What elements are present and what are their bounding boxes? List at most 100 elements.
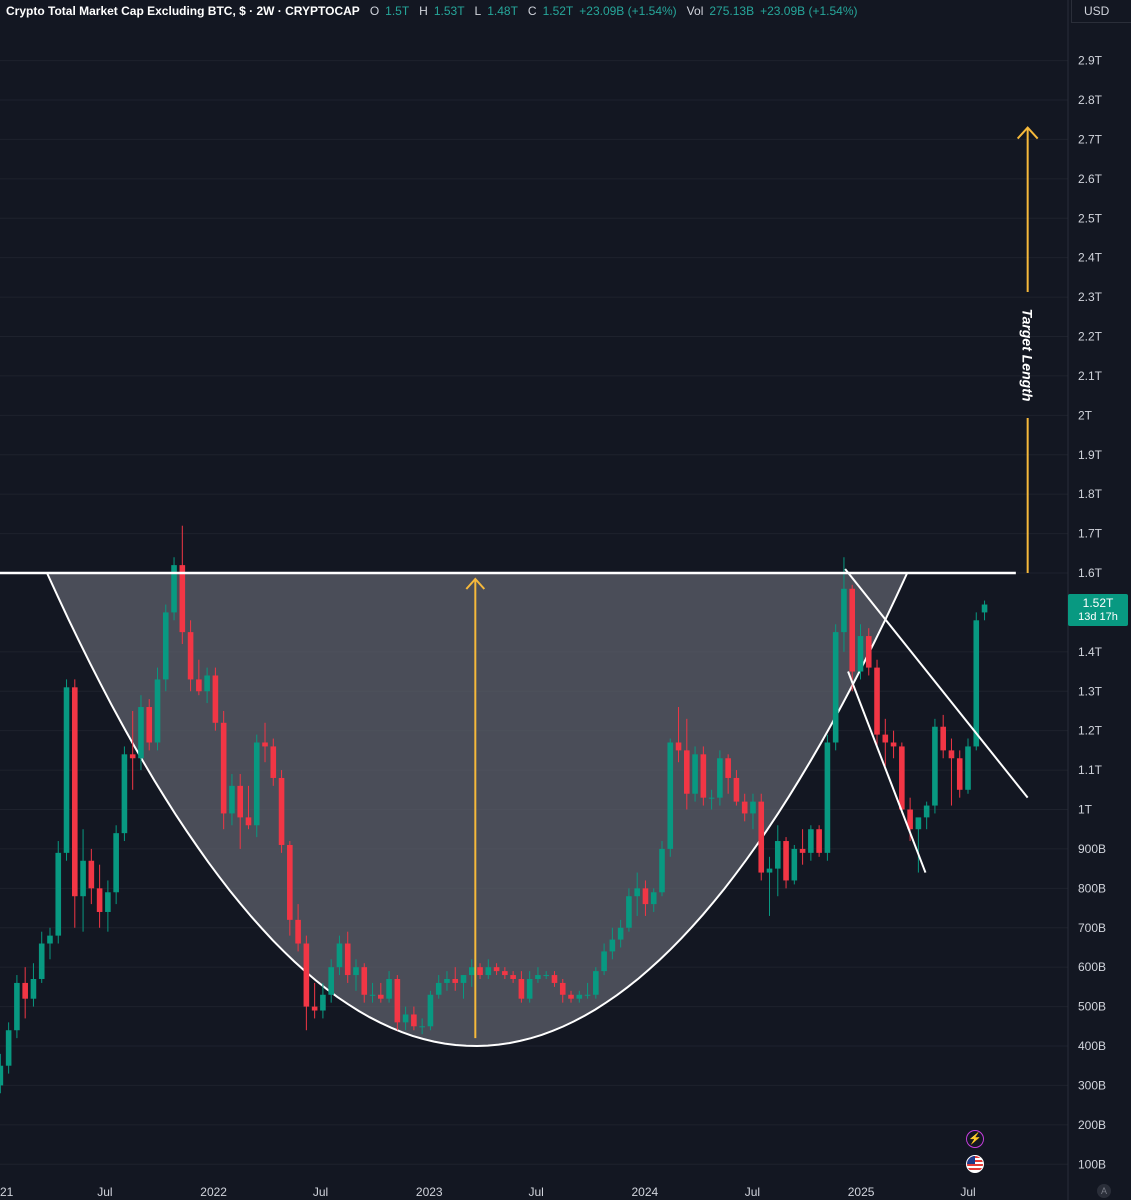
candle-body [493,967,500,972]
candle-body [543,975,550,977]
y-tick-label: 1.2T [1078,724,1103,738]
low-label: L [474,4,482,18]
candle-down [874,659,880,747]
candle-down [700,746,707,806]
candle-down [344,931,351,983]
candle-down [96,864,103,928]
us-flag-icon[interactable] [966,1155,984,1173]
candle-body [940,726,946,751]
candle-up [336,935,343,976]
candle-up [38,931,45,983]
candle-down [940,714,946,759]
x-axis[interactable]: 21 Jul 2022 Jul 2023 Jul 2024 Jul 2025 Jul [0,1185,976,1199]
close-label: C [527,4,537,18]
candle-down [849,584,856,692]
candle-down [733,770,740,806]
candle-body [394,978,401,1023]
y-tick-label: 1.8T [1078,487,1103,501]
candle-down [882,718,889,767]
symbol-legend[interactable]: Crypto Total Market Cap Excluding BTC, $… [6,2,857,20]
candle-down [411,1006,417,1031]
candle-down [865,628,872,676]
candle-body [0,1065,4,1086]
candle-body [526,978,533,999]
candle-up [791,844,798,885]
candle-body [717,758,723,798]
candle-body [915,817,922,830]
low-value: 1.48T [487,4,518,18]
candle-body [774,841,781,869]
x-tick-label: 2025 [848,1185,875,1199]
y-tick-label: 600B [1078,960,1106,974]
candle-body [832,632,839,743]
candle-down [799,829,806,865]
candle-body [55,852,62,936]
candle-up [253,734,260,838]
candle-body [63,687,70,853]
candle-body [551,975,558,983]
candle-body [187,632,194,680]
candle-down [22,967,28,1019]
candle-body [667,742,674,849]
tradingview-logo-icon[interactable]: A [1097,1184,1111,1198]
candle-body [287,844,293,920]
candle-up [121,746,128,842]
candle-body [47,935,53,944]
candle-up [63,679,70,861]
candle-body [750,801,756,814]
candle-down [783,837,789,889]
candle-body [965,746,971,790]
y-axis[interactable]: 100B 200B 300B 400B 500B 600B 700B 800B 900B 1T 1.… [1067,0,1106,1200]
y-tick-label: 2T [1078,408,1093,422]
candle-body [502,971,508,976]
candle-body [849,588,856,672]
x-tick-label: Jul [745,1185,760,1199]
candle-up [80,829,86,932]
candle-up [617,919,624,948]
candle-up [981,600,988,621]
candle-down [378,982,384,1003]
candle-body [88,860,95,889]
candle-up [353,959,359,991]
candle-up [923,801,930,830]
candle-up [717,750,723,806]
candle-down [725,754,731,794]
candle-body [444,978,450,983]
y-tick-label: 2.1T [1078,369,1103,383]
candle-up [162,604,169,692]
x-tick-label: 2023 [416,1185,443,1199]
candle-up [650,888,657,912]
volume-label: Vol [686,4,704,18]
candle-body [138,707,144,759]
y-tick-label: 300B [1078,1078,1106,1092]
candle-up [0,1053,4,1094]
y-tick-label: 2.8T [1078,93,1103,107]
candle-body [411,1014,417,1027]
candle-body [162,612,169,680]
candle-down [559,978,566,1003]
candle-up [444,971,450,991]
handle-upper-trendline [844,568,1029,799]
candle-up [526,971,533,1003]
x-tick-label: Jul [313,1185,328,1199]
candle-down [493,963,500,976]
candle-body [799,848,806,853]
candle-body [485,967,492,976]
annotations: Target Length [0,126,1039,1039]
candle-body [576,994,583,999]
candle-body [477,967,483,976]
currency-selector[interactable]: USD [1071,0,1131,23]
candle-up [435,975,442,999]
candle-body [981,604,988,613]
candle-body [758,801,765,873]
candle-up [204,667,210,704]
candle-body [518,978,525,999]
candle-down [287,841,293,936]
handle-lower-trendline [847,671,927,873]
candle-body [320,994,326,1011]
candles [0,525,988,1094]
lightning-icon[interactable]: ⚡ [966,1130,984,1148]
candle-body [733,777,740,802]
candle-body [303,943,310,1007]
